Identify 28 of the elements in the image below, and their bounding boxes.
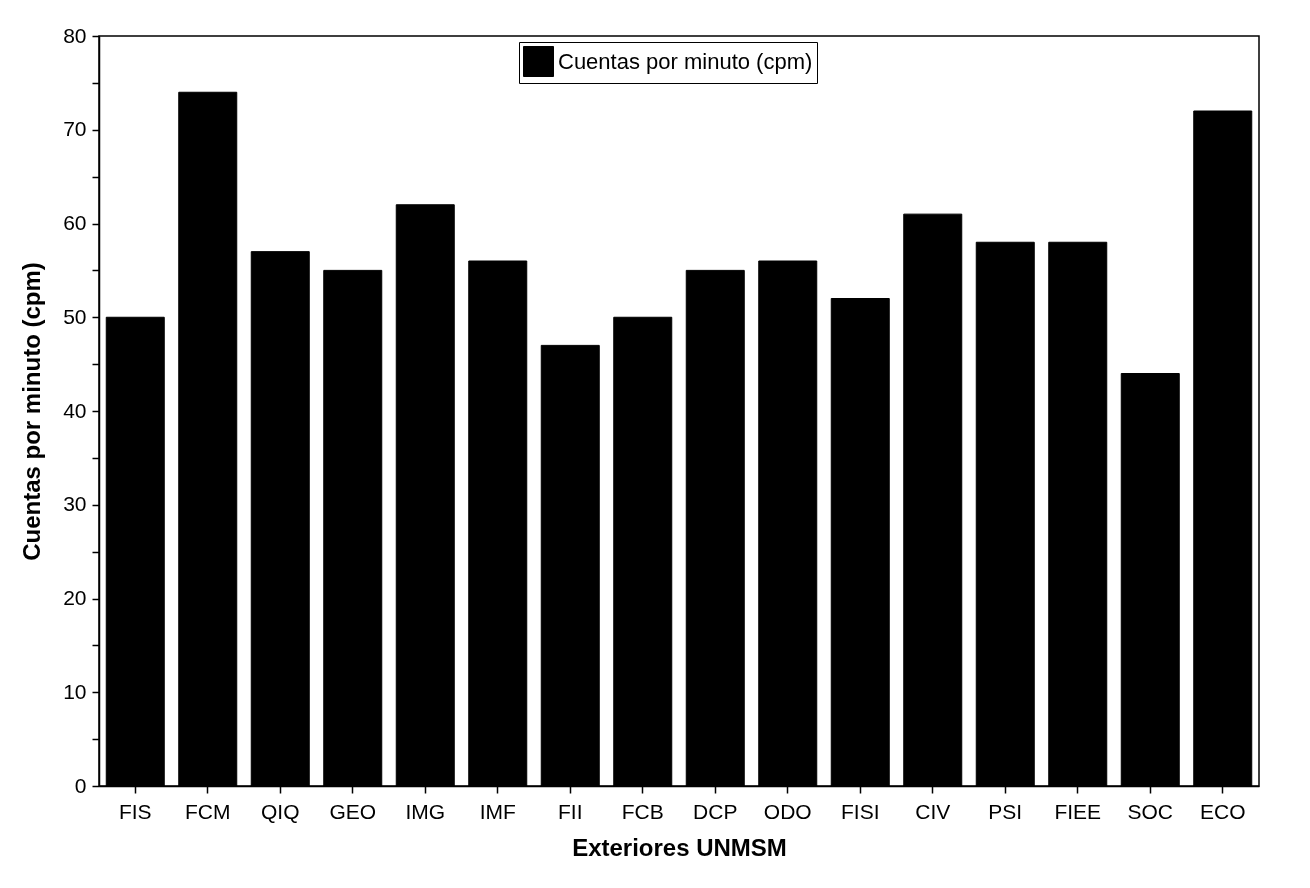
y-tick-label: 20 bbox=[63, 586, 87, 609]
x-tick-label: FCM bbox=[185, 799, 231, 823]
y-tick-label: 10 bbox=[63, 679, 87, 703]
x-tick-label: FII bbox=[558, 799, 583, 823]
y-tick-label: 40 bbox=[63, 398, 87, 422]
x-tick-label: ODO bbox=[763, 799, 812, 823]
legend-label: Cuentas por minuto (cpm) bbox=[558, 48, 813, 74]
x-tick-label: ECO bbox=[1199, 799, 1246, 823]
x-tick-label: QIQ bbox=[260, 799, 300, 823]
y-tick-label: 70 bbox=[63, 117, 87, 141]
x-tick-label: CIV bbox=[915, 799, 951, 823]
x-tick-label: IMF bbox=[479, 799, 516, 823]
y-tick-label: 0 bbox=[74, 773, 87, 797]
x-tick-label: SOC bbox=[1127, 799, 1174, 823]
y-axis-title: Cuentas por minuto (cpm) bbox=[18, 262, 46, 561]
x-tick-label: GEO bbox=[329, 799, 377, 823]
x-tick-label: IMG bbox=[405, 799, 446, 823]
x-tick-label: PSI bbox=[988, 799, 1023, 823]
x-tick-label: DCP bbox=[693, 799, 738, 823]
x-tick-label: FIEE bbox=[1054, 799, 1102, 823]
x-axis-title: Exteriores UNMSM bbox=[572, 833, 787, 861]
x-tick-label: FIS bbox=[118, 799, 152, 823]
y-tick-label: 60 bbox=[63, 211, 87, 234]
y-tick-label: 50 bbox=[63, 304, 87, 328]
y-tick-label: 30 bbox=[63, 492, 87, 516]
x-tick-label: FCB bbox=[621, 799, 664, 823]
x-tick-label: FISI bbox=[840, 799, 880, 823]
y-tick-label: 80 bbox=[63, 23, 87, 47]
